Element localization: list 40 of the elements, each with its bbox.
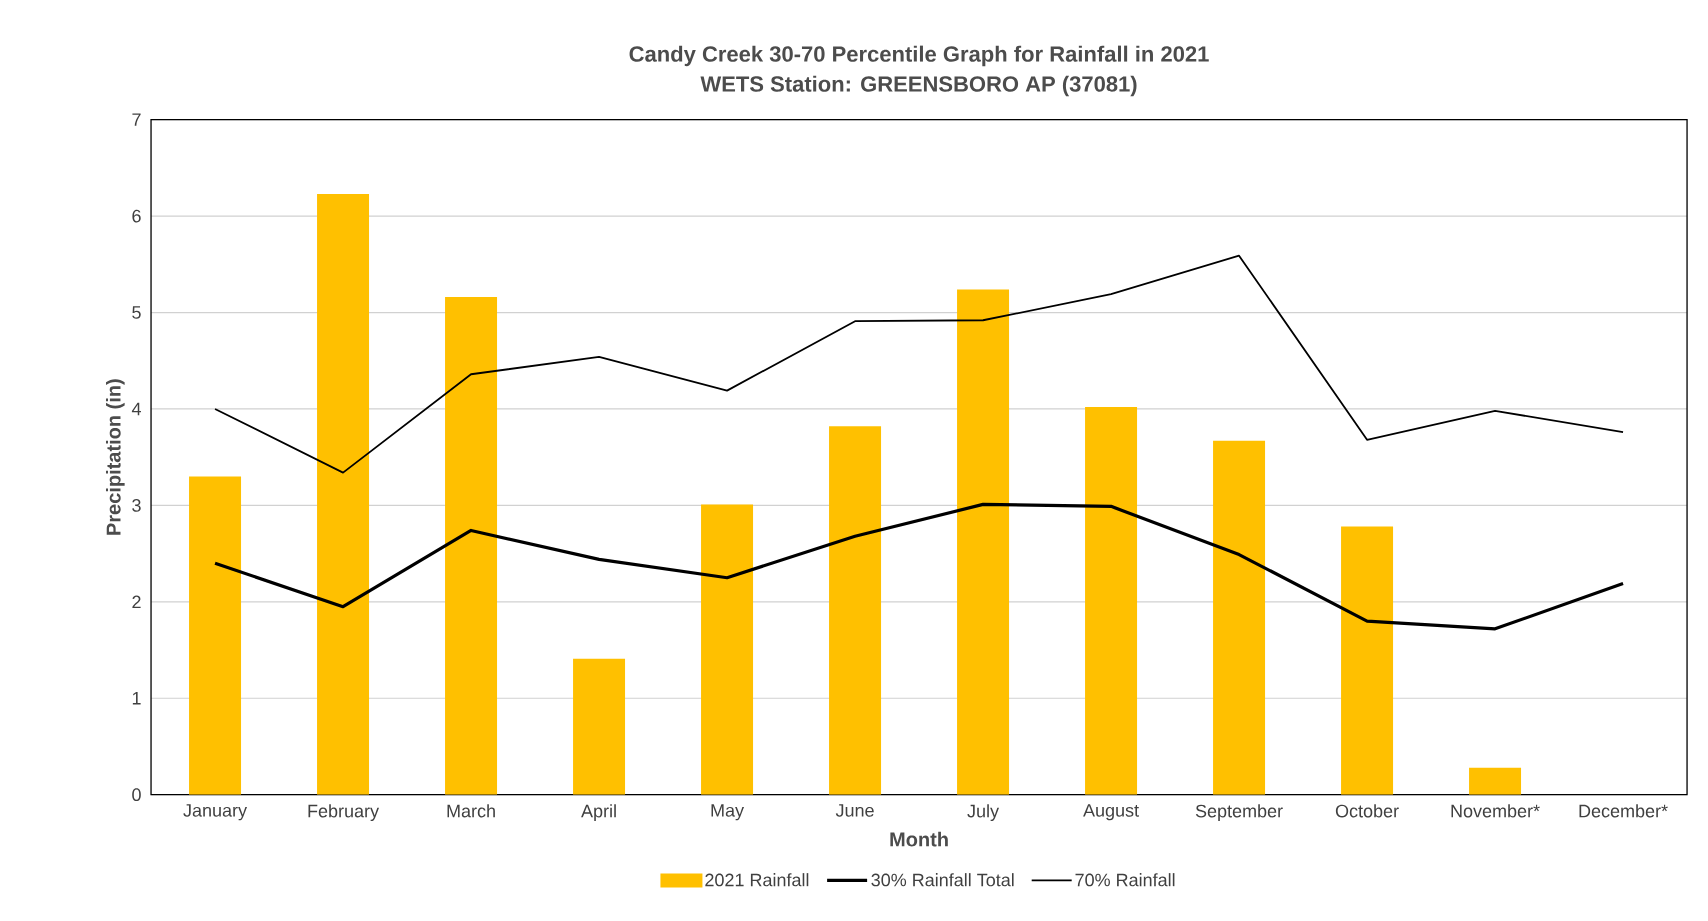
x-tick-label: March (447, 804, 495, 818)
x-tick-label: October (1335, 804, 1399, 818)
x-tick-label: July (967, 804, 1000, 821)
line-series (213, 502, 1625, 631)
y-tick-label: 7 (132, 113, 141, 126)
y-tick-label: 0 (132, 788, 141, 802)
y-axis-title: Precipitation (in) (105, 379, 125, 535)
bar (1341, 526, 1394, 795)
bar (1469, 767, 1522, 795)
x-tick-label: April (581, 804, 616, 821)
y-tick-label: 3 (132, 499, 141, 512)
y-tick-label: 6 (132, 209, 141, 223)
bar (189, 476, 242, 795)
bar (1085, 407, 1138, 795)
x-tick-label: February (308, 804, 380, 821)
chart-subtitle: WETS Station: GREENSBORO AP (37081) (700, 75, 1137, 97)
x-tick-label: August (1083, 804, 1139, 821)
x-tick-label: November* (1451, 804, 1540, 818)
x-tick-label: September (1195, 804, 1283, 821)
legend-label: 30% Rainfall Total (871, 873, 1014, 887)
legend-label: 2021 Rainfall (705, 873, 809, 887)
bar (573, 658, 626, 795)
bar (957, 289, 1010, 795)
line-series (214, 254, 1624, 474)
x-tick-label: June (835, 804, 874, 817)
bar (829, 426, 882, 795)
chart-title: Candy Creek 30-70 Percentile Graph for Rainfall in 2021 (629, 45, 1209, 67)
bar (701, 504, 754, 795)
x-tick-label: December* (1579, 804, 1668, 818)
legend-label: 70% Rainfall (1075, 873, 1175, 887)
y-tick-label: 4 (131, 402, 141, 416)
bar (1213, 440, 1266, 795)
y-tick-label: 2 (132, 595, 141, 609)
x-tick-label: May (711, 804, 745, 821)
bar (317, 193, 370, 795)
y-tick-label: 1 (132, 692, 141, 705)
y-tick-label: 5 (132, 306, 141, 319)
x-tick-label: January (183, 804, 248, 821)
x-axis-title: Month (890, 831, 948, 847)
bar (445, 297, 498, 795)
